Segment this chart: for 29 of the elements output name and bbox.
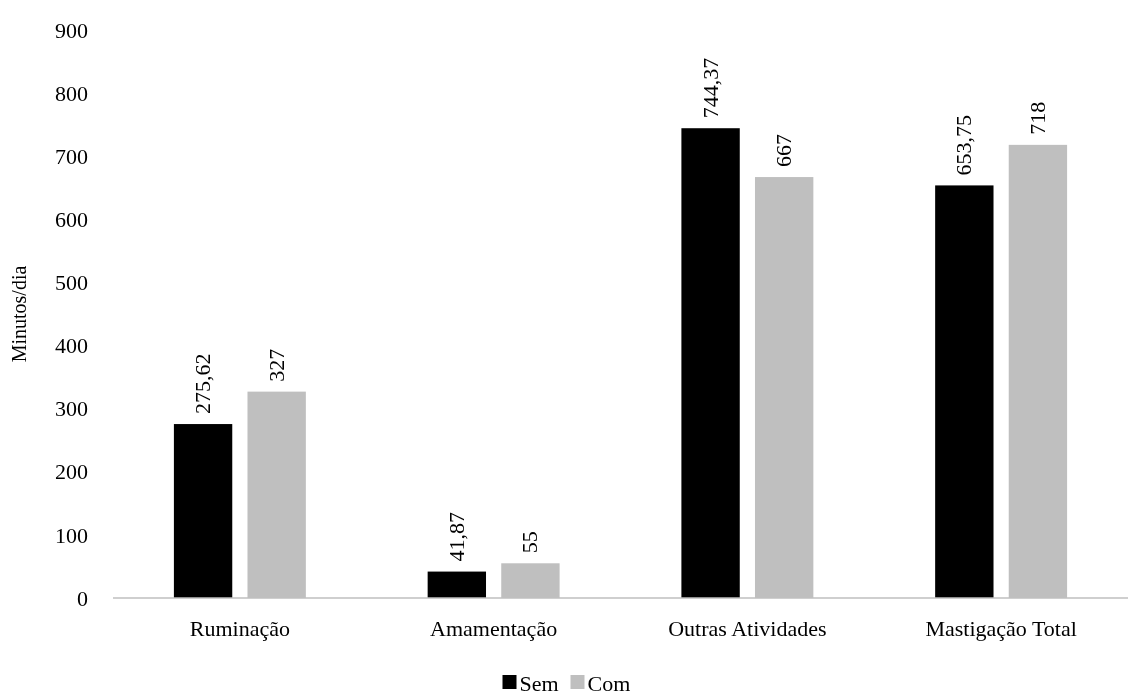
x-tick-label: Ruminação [189,616,290,641]
bar [427,571,487,598]
legend-label: Com [587,670,631,695]
y-tick-label: 800 [55,80,88,106]
data-label: 55 [517,531,543,554]
bar [173,424,233,598]
data-label: 327 [263,348,289,382]
data-label: 667 [771,134,797,168]
y-tick-label: 400 [55,333,88,359]
data-label: 653,75 [951,114,977,176]
y-tick-label: 700 [55,143,88,169]
y-tick-label: 200 [55,459,88,485]
y-tick-label: 100 [55,522,88,548]
bar [681,128,740,598]
legend-label: Sem [519,670,559,695]
y-tick-label: 500 [55,270,88,296]
data-label: 744,37 [697,57,723,119]
y-tick-label: 900 [55,17,88,43]
bar [935,185,994,598]
y-axis-title: Minutos/dia [8,265,30,363]
data-label: 41,87 [443,512,469,562]
data-label: 275,62 [190,353,216,415]
x-tick-label: Amamentação [430,616,558,641]
y-tick-label: 600 [55,207,88,233]
data-label: 718 [1024,101,1050,135]
y-tick-label: 300 [55,396,88,422]
y-tick-label: 0 [77,585,88,611]
x-tick-label: Mastigação Total [925,616,1077,641]
x-tick-label: Outras Atividades [668,616,827,641]
